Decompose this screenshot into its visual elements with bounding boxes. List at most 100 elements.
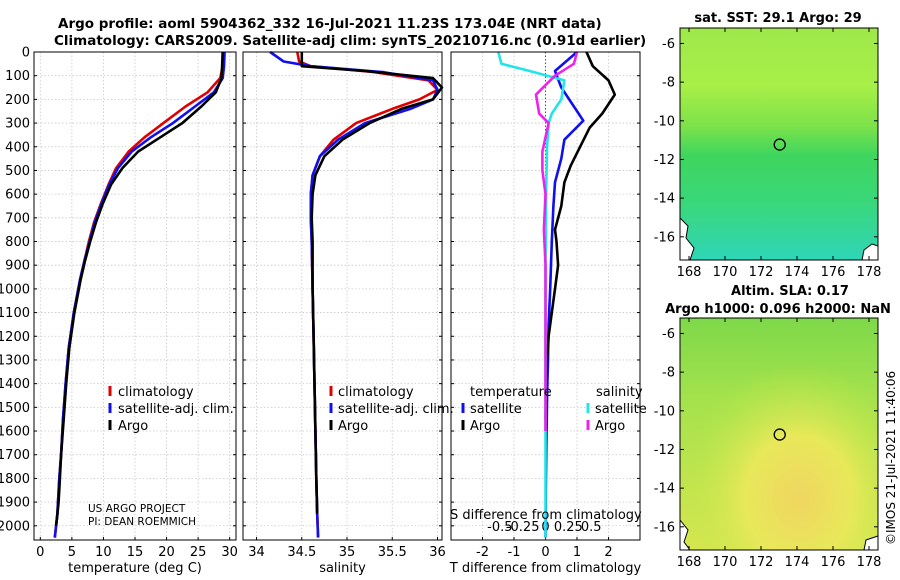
axes-frame <box>450 51 641 541</box>
header-line-2: Climatology: CARS2009. Satellite-adj cli… <box>54 33 646 49</box>
y-tick-label: 800 <box>5 235 30 250</box>
x-tick-label: 20 <box>158 545 175 560</box>
y-tick-label: 0 <box>22 46 30 61</box>
y-tick-label: 1000 <box>0 282 30 297</box>
y-tick-label: 1900 <box>0 496 30 511</box>
y-tick-label: 500 <box>5 164 30 179</box>
map-x-tick-label: 172 <box>749 555 774 570</box>
s-tick-label: 0.25 <box>554 520 583 535</box>
y-tick-label: 700 <box>5 211 30 226</box>
float-position-marker <box>773 428 786 441</box>
salinity-panel: 34 34.5 35 35.5 36 salinity <box>242 50 446 576</box>
map-x-tick-label: 170 <box>713 555 738 570</box>
y-tick-label: 100 <box>5 69 30 84</box>
temperature-panel: 0100200300400500600700800900100011001200… <box>0 46 238 577</box>
x-tick-label: 0 <box>36 545 44 560</box>
map-y-tick-label: -12 <box>654 443 675 458</box>
sst-map-frame <box>679 27 879 261</box>
x-tick-label: 36 <box>429 545 446 560</box>
s-tick-label: 0.5 <box>581 520 602 535</box>
legend-label-argo: Argo <box>595 419 625 434</box>
header-line-1: Argo profile: aoml 5904362_332 16-Jul-20… <box>58 16 602 32</box>
sst-map-title: sat. SST: 29.1 Argo: 29 <box>694 11 861 26</box>
credit-line-1: US ARGO PROJECT <box>88 503 186 515</box>
x-tick-label: 5 <box>68 545 76 560</box>
map-y-tick-label: -16 <box>654 520 675 535</box>
map-x-tick-label: 170 <box>713 265 738 280</box>
map-x-tick-label: 178 <box>857 555 882 570</box>
y-tick-label: 600 <box>5 188 30 203</box>
x-tick-label: 2 <box>604 545 612 560</box>
legend-title-temperature: temperature <box>470 385 552 400</box>
sla-map-title: Altim. SLA: 0.17 <box>731 284 849 299</box>
map-x-tick-label: 176 <box>821 555 846 570</box>
float-position-marker <box>773 138 786 151</box>
map-y-tick-label: -10 <box>654 114 675 129</box>
legend-label-argo: Argo <box>338 419 368 434</box>
sla-warm-anomaly <box>680 318 878 550</box>
sla-map-panel: Altim. SLA: 0.17 Argo h1000: 0.096 h2000… <box>654 284 891 570</box>
map-x-tick-label: 178 <box>857 265 882 280</box>
sla-map-frame <box>679 317 879 551</box>
difference-panel: -2 -1 0 1 2-0.5-0.25 0 0.250.5T difference fro… <box>449 51 642 576</box>
legend-label-climatology: climatology <box>118 385 194 400</box>
legend-title-salinity: salinity <box>596 385 643 400</box>
map-x-tick-label: 174 <box>785 555 810 570</box>
series-line-salinity-argo <box>534 51 579 431</box>
y-tick-label: 300 <box>5 117 30 132</box>
y-tick-label: 2000 <box>0 519 30 534</box>
axes-frame <box>242 51 443 541</box>
y-tick-label: 200 <box>5 93 30 108</box>
credit-line-2: PI: DEAN ROEMMICH <box>88 516 196 528</box>
map-y-tick-label: -8 <box>662 76 675 91</box>
map-x-tick-label: 174 <box>785 265 810 280</box>
x-tick-label: -1 <box>508 545 521 560</box>
map-x-tick-label: 168 <box>677 555 702 570</box>
x-axis-label: T difference from climatology <box>449 561 642 576</box>
sst-map-panel: sat. SST: 29.1 Argo: 29 168 170 172 174 176 1… <box>654 11 882 280</box>
series-line-satellite-adj-clim- <box>53 51 226 538</box>
x-tick-label: 30 <box>221 545 238 560</box>
map-y-tick-label: -14 <box>654 482 675 497</box>
map-y-tick-label: -12 <box>654 153 675 168</box>
y-tick-label: 1500 <box>0 401 30 416</box>
x-axis-label: temperature (deg C) <box>68 561 202 576</box>
series-line-temperature-satellite <box>544 51 585 538</box>
s-tick-label: -0.25 <box>506 520 540 535</box>
legend-label-climatology: climatology <box>338 385 414 400</box>
y-tick-label: 1400 <box>0 377 30 392</box>
legend-label-satellite: satellite <box>595 402 647 417</box>
y-tick-label: 1200 <box>0 330 30 345</box>
y-tick-label: 1300 <box>0 353 30 368</box>
x-tick-label: -2 <box>476 545 489 560</box>
s-tick-label: -0.5 <box>487 520 512 535</box>
map-x-tick-label: 168 <box>677 265 702 280</box>
map-y-tick-label: -10 <box>654 404 675 419</box>
x-tick-label: 34.5 <box>287 545 316 560</box>
temperature-legend: climatology satellite-adj. clim. Argo <box>108 385 234 434</box>
series-line-temperature-argo <box>544 51 617 420</box>
x-tick-label: 34 <box>248 545 265 560</box>
legend-label-satellite: satellite-adj. clim. <box>118 402 234 417</box>
legend-label-satellite: satellite <box>470 402 522 417</box>
map-y-tick-label: -6 <box>662 327 675 342</box>
sla-map-subtitle: Argo h1000: 0.096 h2000: NaN <box>665 302 891 317</box>
map-x-tick-label: 176 <box>821 265 846 280</box>
x-tick-label: 0 <box>541 545 549 560</box>
y-tick-label: 400 <box>5 140 30 155</box>
timestamp: ©IMOS 21-Jul-2021 11:40:06 <box>884 371 898 545</box>
y-tick-label: 1100 <box>0 306 30 321</box>
series-line-argo <box>54 51 224 526</box>
y-tick-label: 1600 <box>0 425 30 440</box>
map-y-tick-label: -14 <box>654 192 675 207</box>
y-tick-label: 1700 <box>0 448 30 463</box>
y-tick-label: 900 <box>5 259 30 274</box>
x-axis-label: salinity <box>319 561 366 576</box>
difference-legend-salinity: salinity satellite Argo <box>586 385 647 434</box>
difference-legend-temperature: temperature satellite Argo <box>461 385 552 434</box>
s-difference-label: S difference from climatology <box>450 508 642 523</box>
map-y-tick-label: -6 <box>662 37 675 52</box>
x-tick-label: 35 <box>339 545 356 560</box>
series-line-argo <box>300 52 444 514</box>
legend-label-argo: Argo <box>470 419 500 434</box>
